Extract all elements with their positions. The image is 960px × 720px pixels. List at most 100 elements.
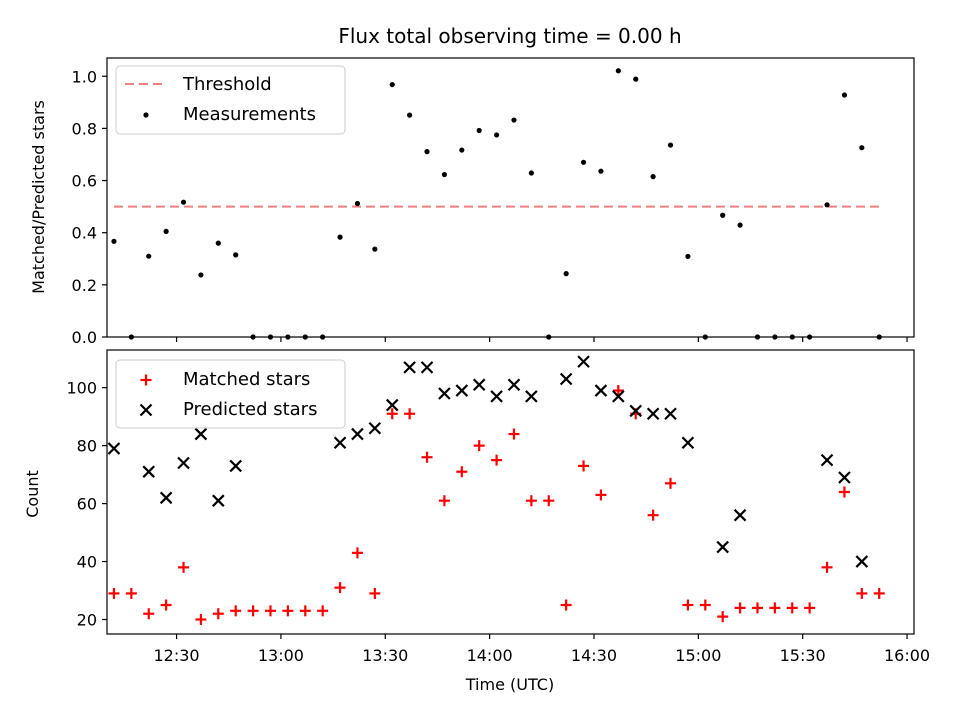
predicted-star-point-b: [733, 508, 747, 522]
matched-star-point: [804, 602, 816, 614]
bottom-x-ticks: 12:30 13:00 13:30 14:00 14:30 15:00 15:30 16:00: [154, 634, 930, 665]
predicted-star-point-b: [403, 361, 416, 374]
predicted-star-point: [507, 378, 521, 392]
measurement-point: [720, 212, 726, 218]
matched-star-point: [647, 509, 659, 521]
predicted-star-point: [559, 372, 573, 386]
measurement-point: [146, 253, 152, 259]
measurement-point: [563, 271, 569, 277]
predicted-star-point: [142, 465, 156, 478]
top-plot-frame: [106, 57, 915, 338]
top-y-ticks: 0.0 0.2 0.4 0.6 0.8 1.0: [72, 67, 107, 347]
predicted-star-point-b: [177, 456, 190, 470]
matched-star-point: [264, 605, 276, 617]
predicted-star-point-b: [838, 471, 851, 484]
bottom-y-tick-label: 60: [77, 495, 97, 514]
matched-star-point: [456, 466, 468, 478]
matched-star-point: [125, 587, 137, 599]
x-tick-label: 14:00: [467, 646, 513, 665]
matched-star-point: [699, 599, 711, 611]
predicted-star-point-b: [438, 387, 451, 400]
predicted-star-point-b: [194, 427, 208, 441]
predicted-star-point: [855, 555, 869, 568]
matched-star-point: [856, 587, 868, 599]
top-y-tick-label: 0.6: [72, 172, 97, 191]
matched-star-point: [299, 605, 311, 617]
predicted-star-point: [577, 355, 590, 368]
predicted-star-point-b: [577, 355, 590, 368]
measurement-point: [441, 171, 448, 178]
predicted-star-point: [594, 384, 608, 397]
measurement-point: [180, 199, 187, 205]
top-chart-title: Flux total observing time = 0.00 h: [338, 24, 681, 48]
matched-star-point: [369, 587, 381, 599]
matched-star-point: [334, 582, 346, 594]
matched-star-point: [351, 547, 363, 559]
matched-star-point: [682, 599, 694, 611]
measurement-point: [389, 81, 395, 88]
matched-star-point: [717, 611, 729, 623]
measurement-point: [163, 228, 169, 234]
predicted-star-point: [838, 471, 851, 484]
matched-star-point: [317, 605, 329, 617]
predicted-star-point-b: [385, 398, 399, 412]
matched-star-point: [525, 495, 537, 507]
predicted-star-point: [420, 361, 434, 374]
measurement-point: [459, 147, 465, 153]
measurement-point: [841, 92, 848, 98]
bottom-legend: Matched stars Predicted stars: [115, 359, 346, 429]
x-tick-label: 15:00: [675, 646, 721, 665]
predicted-star-point-b: [159, 491, 173, 505]
matched-star-point: [734, 602, 746, 614]
predicted-star-point: [490, 390, 503, 403]
legend-measurements-swatch: [143, 112, 149, 118]
matched-star-point: [595, 489, 607, 501]
legend-predicted-label: Predicted stars: [183, 399, 317, 420]
predicted-star-point: [681, 436, 695, 450]
matched-star-point: [508, 428, 520, 440]
predicted-star-point: [664, 407, 677, 421]
matched-star-point: [786, 602, 798, 614]
predicted-star-point: [368, 421, 382, 435]
matched-star-point: [612, 385, 624, 397]
predicted-star-point: [351, 427, 364, 441]
predicted-star-point: [525, 390, 538, 403]
matched-star-point: [404, 408, 416, 420]
measurement-point: [598, 168, 604, 174]
legend-matched-swatch: [140, 374, 152, 386]
predicted-star-point-b: [368, 421, 382, 435]
matched-star-point: [247, 605, 259, 617]
predicted-star-point-b: [594, 384, 608, 397]
legend-predicted-marker: [139, 403, 153, 417]
matched-star-point: [143, 608, 155, 620]
bottom-y-axis-label: Count: [23, 470, 42, 518]
top-y-tick-label: 0.0: [72, 328, 97, 347]
measurement-point: [511, 117, 517, 123]
predicted-star-point: [733, 508, 747, 522]
legend-measurements-label: Measurements: [183, 104, 316, 125]
measurement-point: [424, 149, 430, 155]
measurement-point: [824, 202, 830, 208]
legend-predicted-swatch: [139, 403, 153, 417]
measurement-point: [633, 76, 639, 82]
measurement-point: [354, 200, 361, 207]
predicted-star-point: [820, 453, 834, 467]
matched-star-point: [473, 440, 485, 452]
predicted-star-point: [629, 404, 643, 418]
measurement-point: [233, 252, 239, 258]
bottom-y-tick-label: 40: [77, 553, 97, 572]
predicted-star-point: [455, 384, 469, 397]
predicted-star-point-b: [420, 361, 434, 374]
matched-star-point: [178, 561, 190, 573]
predicted-star-point: [194, 427, 208, 441]
predicted-star-point-b: [107, 442, 121, 455]
measurement-point: [528, 170, 534, 176]
predicted-star-point-b: [612, 390, 625, 403]
matched-star-point: [769, 602, 781, 614]
x-tick-label: 13:00: [258, 646, 304, 665]
predicted-star-point-b: [351, 427, 364, 441]
matched-star-point: [873, 587, 885, 599]
matched-star-point: [491, 454, 503, 466]
matched-star-point: [108, 587, 120, 599]
